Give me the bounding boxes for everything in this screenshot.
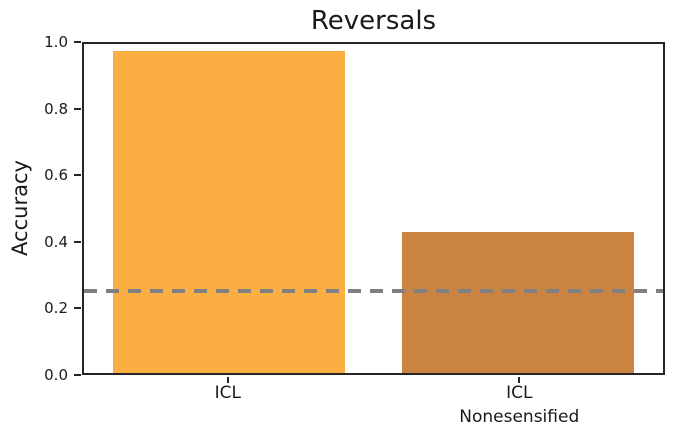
y-tick-label: 0.6 — [44, 166, 68, 185]
x-tick-label: ICL Nonesensified — [459, 381, 579, 429]
y-tick-mark — [74, 374, 81, 376]
bar-icl-nonesensified — [402, 231, 635, 373]
chance-reference-line — [84, 288, 663, 293]
x-tick-label-line: ICL — [506, 383, 533, 403]
y-tick-label: 0.0 — [44, 366, 68, 384]
x-tick-label: ICL — [215, 381, 241, 405]
x-tick-mark — [518, 377, 521, 383]
y-tick-label: 1.0 — [44, 33, 68, 51]
bar-icl — [112, 50, 345, 373]
plot-area — [82, 42, 665, 375]
y-tick-mark — [74, 41, 81, 43]
y-tick-label: 0.4 — [44, 232, 68, 251]
y-tick-mark — [74, 174, 81, 177]
x-tick-label-line: Nonesensified — [459, 407, 580, 427]
y-tick-mark — [74, 307, 81, 310]
chart-title: Reversals — [310, 6, 437, 36]
y-tick-label: 0.8 — [44, 99, 68, 118]
y-tick-mark — [74, 240, 81, 243]
y-tick-mark — [74, 107, 81, 110]
y-axis-label: Accuracy — [8, 160, 32, 256]
x-tick-label-line: ICL — [214, 383, 241, 403]
x-tick-mark — [226, 377, 229, 383]
y-tick-label: 0.2 — [44, 299, 68, 318]
